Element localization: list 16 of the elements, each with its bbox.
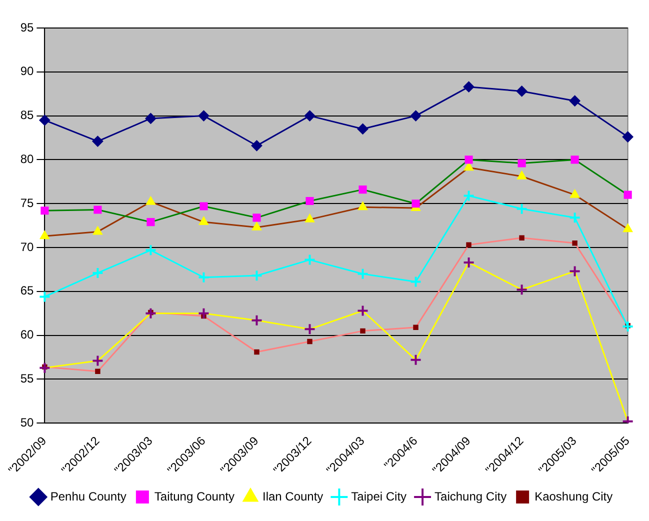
legend-label: Ilan County <box>262 489 324 504</box>
y-tick-label: 50 <box>20 415 34 430</box>
y-tick-label: 85 <box>20 108 34 122</box>
y-tick-label: 95 <box>20 20 34 34</box>
legend-label: Taipei City <box>351 489 407 504</box>
legend-label: Kaoshung City <box>534 489 613 504</box>
y-tick-label: 70 <box>20 240 34 254</box>
y-tick-label: 55 <box>20 372 34 386</box>
y-tick-label: 65 <box>20 284 34 298</box>
y-tick-label: 80 <box>20 152 34 166</box>
y-tick-label: 75 <box>20 196 34 210</box>
legend-label: Taichung City <box>434 489 507 504</box>
legend-label: Taitung County <box>154 489 234 504</box>
y-tick-label: 60 <box>20 328 34 342</box>
y-tick-label: 90 <box>20 64 34 78</box>
legend-label: Penhu County <box>50 489 126 504</box>
